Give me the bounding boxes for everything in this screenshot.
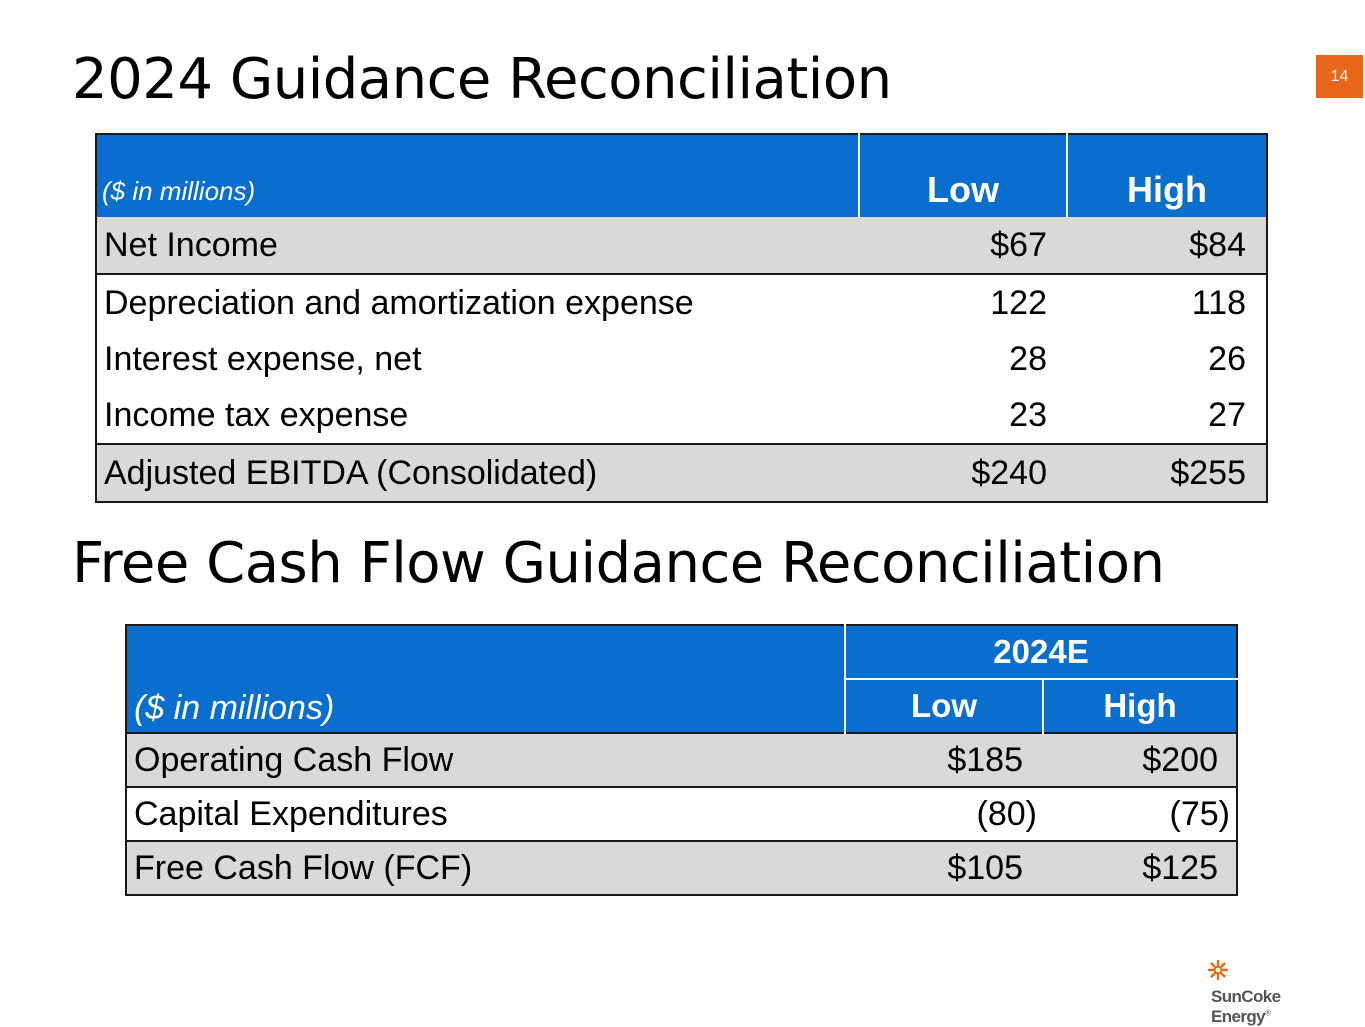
value-high: $255 bbox=[1067, 443, 1267, 502]
table-row: Net Income $67 $84 bbox=[96, 217, 1267, 275]
unit-label: ($ in millions) bbox=[126, 625, 846, 733]
value-high: (75) bbox=[1043, 786, 1237, 841]
row-label: Net Income bbox=[96, 217, 859, 275]
table-row: Income tax expense 23 27 bbox=[96, 387, 1267, 444]
table-row: Depreciation and amortization expense 12… bbox=[96, 274, 1267, 331]
value-low: $105 bbox=[845, 840, 1043, 895]
value-high: 27 bbox=[1208, 395, 1246, 434]
fcf-reconciliation-table: ($ in millions) 2024E Low High Operating… bbox=[125, 624, 1238, 896]
page-number-badge: 14 bbox=[1316, 55, 1363, 98]
value-low: $185 bbox=[845, 732, 1043, 787]
table-header-row: ($ in millions) Low High bbox=[96, 134, 1267, 217]
value-high: $84 bbox=[1067, 217, 1267, 275]
row-label: Free Cash Flow (FCF) bbox=[126, 840, 845, 895]
guidance-reconciliation-table: ($ in millions) Low High Net Income $67 … bbox=[95, 133, 1268, 503]
value-low: (80) bbox=[845, 786, 1043, 841]
unit-label: ($ in millions) bbox=[96, 134, 859, 217]
value-high: 26 bbox=[1208, 339, 1246, 378]
value-low: 122 bbox=[990, 283, 1047, 322]
table-row-total: Adjusted EBITDA (Consolidated) $240 $255 bbox=[96, 443, 1267, 502]
column-header-low: Low bbox=[845, 679, 1044, 733]
table-row-total: Free Cash Flow (FCF) $105 $125 bbox=[126, 840, 1237, 895]
value-low: 28 bbox=[1009, 339, 1047, 378]
value-low: 23 bbox=[1009, 395, 1047, 434]
value-high: $200 bbox=[1043, 732, 1237, 787]
value-high: $125 bbox=[1043, 840, 1237, 895]
column-group-header: 2024E bbox=[845, 625, 1237, 680]
row-label: Operating Cash Flow bbox=[126, 732, 845, 787]
sun-icon bbox=[1208, 960, 1228, 980]
table-header-row: ($ in millions) 2024E bbox=[126, 625, 1237, 733]
value-low: $240 bbox=[859, 443, 1067, 502]
table-row: Interest expense, net 28 26 bbox=[96, 331, 1267, 387]
section-title: Free Cash Flow Guidance Reconciliation bbox=[72, 531, 1165, 596]
suncoke-logo: SunCoke Energy® bbox=[1208, 958, 1338, 1026]
column-header-low: Low bbox=[858, 134, 1067, 217]
row-label: Income tax expense bbox=[104, 395, 409, 434]
value-high: 118 bbox=[1191, 283, 1246, 322]
row-label: Depreciation and amortization expense bbox=[104, 283, 694, 322]
row-label: Interest expense, net bbox=[104, 339, 422, 378]
row-label: Adjusted EBITDA (Consolidated) bbox=[96, 443, 859, 502]
table-row: Operating Cash Flow $185 $200 bbox=[126, 732, 1237, 787]
value-low: $67 bbox=[859, 217, 1067, 275]
column-header-high: High bbox=[1066, 134, 1267, 217]
column-header-high: High bbox=[1043, 679, 1237, 733]
row-label: Capital Expenditures bbox=[126, 786, 845, 841]
page-title: 2024 Guidance Reconciliation bbox=[72, 47, 892, 112]
table-subheader-row: Low High bbox=[126, 679, 1237, 733]
table-row: Capital Expenditures (80) (75) bbox=[126, 786, 1237, 841]
logo-wordmark: SunCoke Energy® bbox=[1211, 987, 1281, 1026]
